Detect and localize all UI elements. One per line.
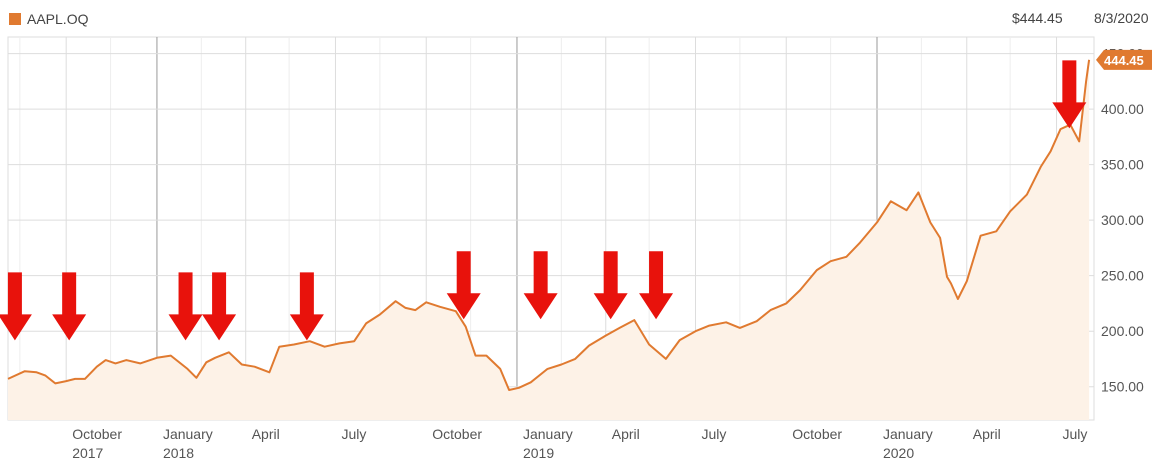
red-down-arrow-icon xyxy=(202,272,237,341)
y-tick-label: 350.00 xyxy=(1101,157,1144,173)
x-tick-year-label: 2019 xyxy=(523,445,554,461)
legend-swatch-icon xyxy=(9,13,21,25)
x-tick-year-label: 2018 xyxy=(163,445,194,461)
area-layer xyxy=(7,59,1091,421)
series-area xyxy=(8,59,1090,421)
last-price-readout: $444.45 xyxy=(1012,10,1063,26)
last-date-readout: 8/3/2020 xyxy=(1094,10,1149,26)
red-down-arrow-icon xyxy=(1052,60,1087,129)
x-tick-label: January xyxy=(523,426,573,442)
red-down-arrow-icon xyxy=(639,251,674,320)
red-down-arrow-icon xyxy=(593,251,628,320)
annotation-layer xyxy=(0,60,1087,341)
x-tick-label: October xyxy=(432,426,482,442)
x-tick-year-label: 2020 xyxy=(883,445,914,461)
y-tick-label: 400.00 xyxy=(1101,101,1144,117)
y-tick-label: 200.00 xyxy=(1101,323,1144,339)
price-tag-label: 444.45 xyxy=(1104,53,1144,68)
y-tick-label: 250.00 xyxy=(1101,268,1144,284)
x-tick-label: July xyxy=(341,426,366,442)
x-tick-label: January xyxy=(883,426,933,442)
price-tag-icon xyxy=(1096,49,1152,70)
red-down-arrow-icon xyxy=(523,251,558,320)
x-tick-label: April xyxy=(252,426,280,442)
x-tick-label: October xyxy=(72,426,122,442)
x-tick-label: January xyxy=(163,426,213,442)
x-tick-label: April xyxy=(612,426,640,442)
x-tick-label: April xyxy=(973,426,1001,442)
red-down-arrow-icon xyxy=(52,272,87,341)
x-tick-label: October xyxy=(792,426,842,442)
red-down-arrow-icon xyxy=(289,272,324,341)
x-tick-label: July xyxy=(1063,426,1088,442)
x-tick-year-label: 2017 xyxy=(72,445,103,461)
legend: AAPL.OQ xyxy=(9,9,88,29)
red-down-arrow-icon xyxy=(0,272,32,341)
axis-layer: 150.00200.00250.00300.00350.00400.00450.… xyxy=(72,46,1144,461)
red-down-arrow-icon xyxy=(168,272,203,341)
price-tag-layer: 444.45 xyxy=(1096,49,1152,70)
legend-series-label: AAPL.OQ xyxy=(27,11,89,27)
series-line xyxy=(7,59,1091,391)
red-down-arrow-icon xyxy=(446,251,481,320)
x-tick-label: July xyxy=(702,426,727,442)
y-tick-label: 300.00 xyxy=(1101,212,1144,228)
y-tick-label: 150.00 xyxy=(1101,379,1144,395)
